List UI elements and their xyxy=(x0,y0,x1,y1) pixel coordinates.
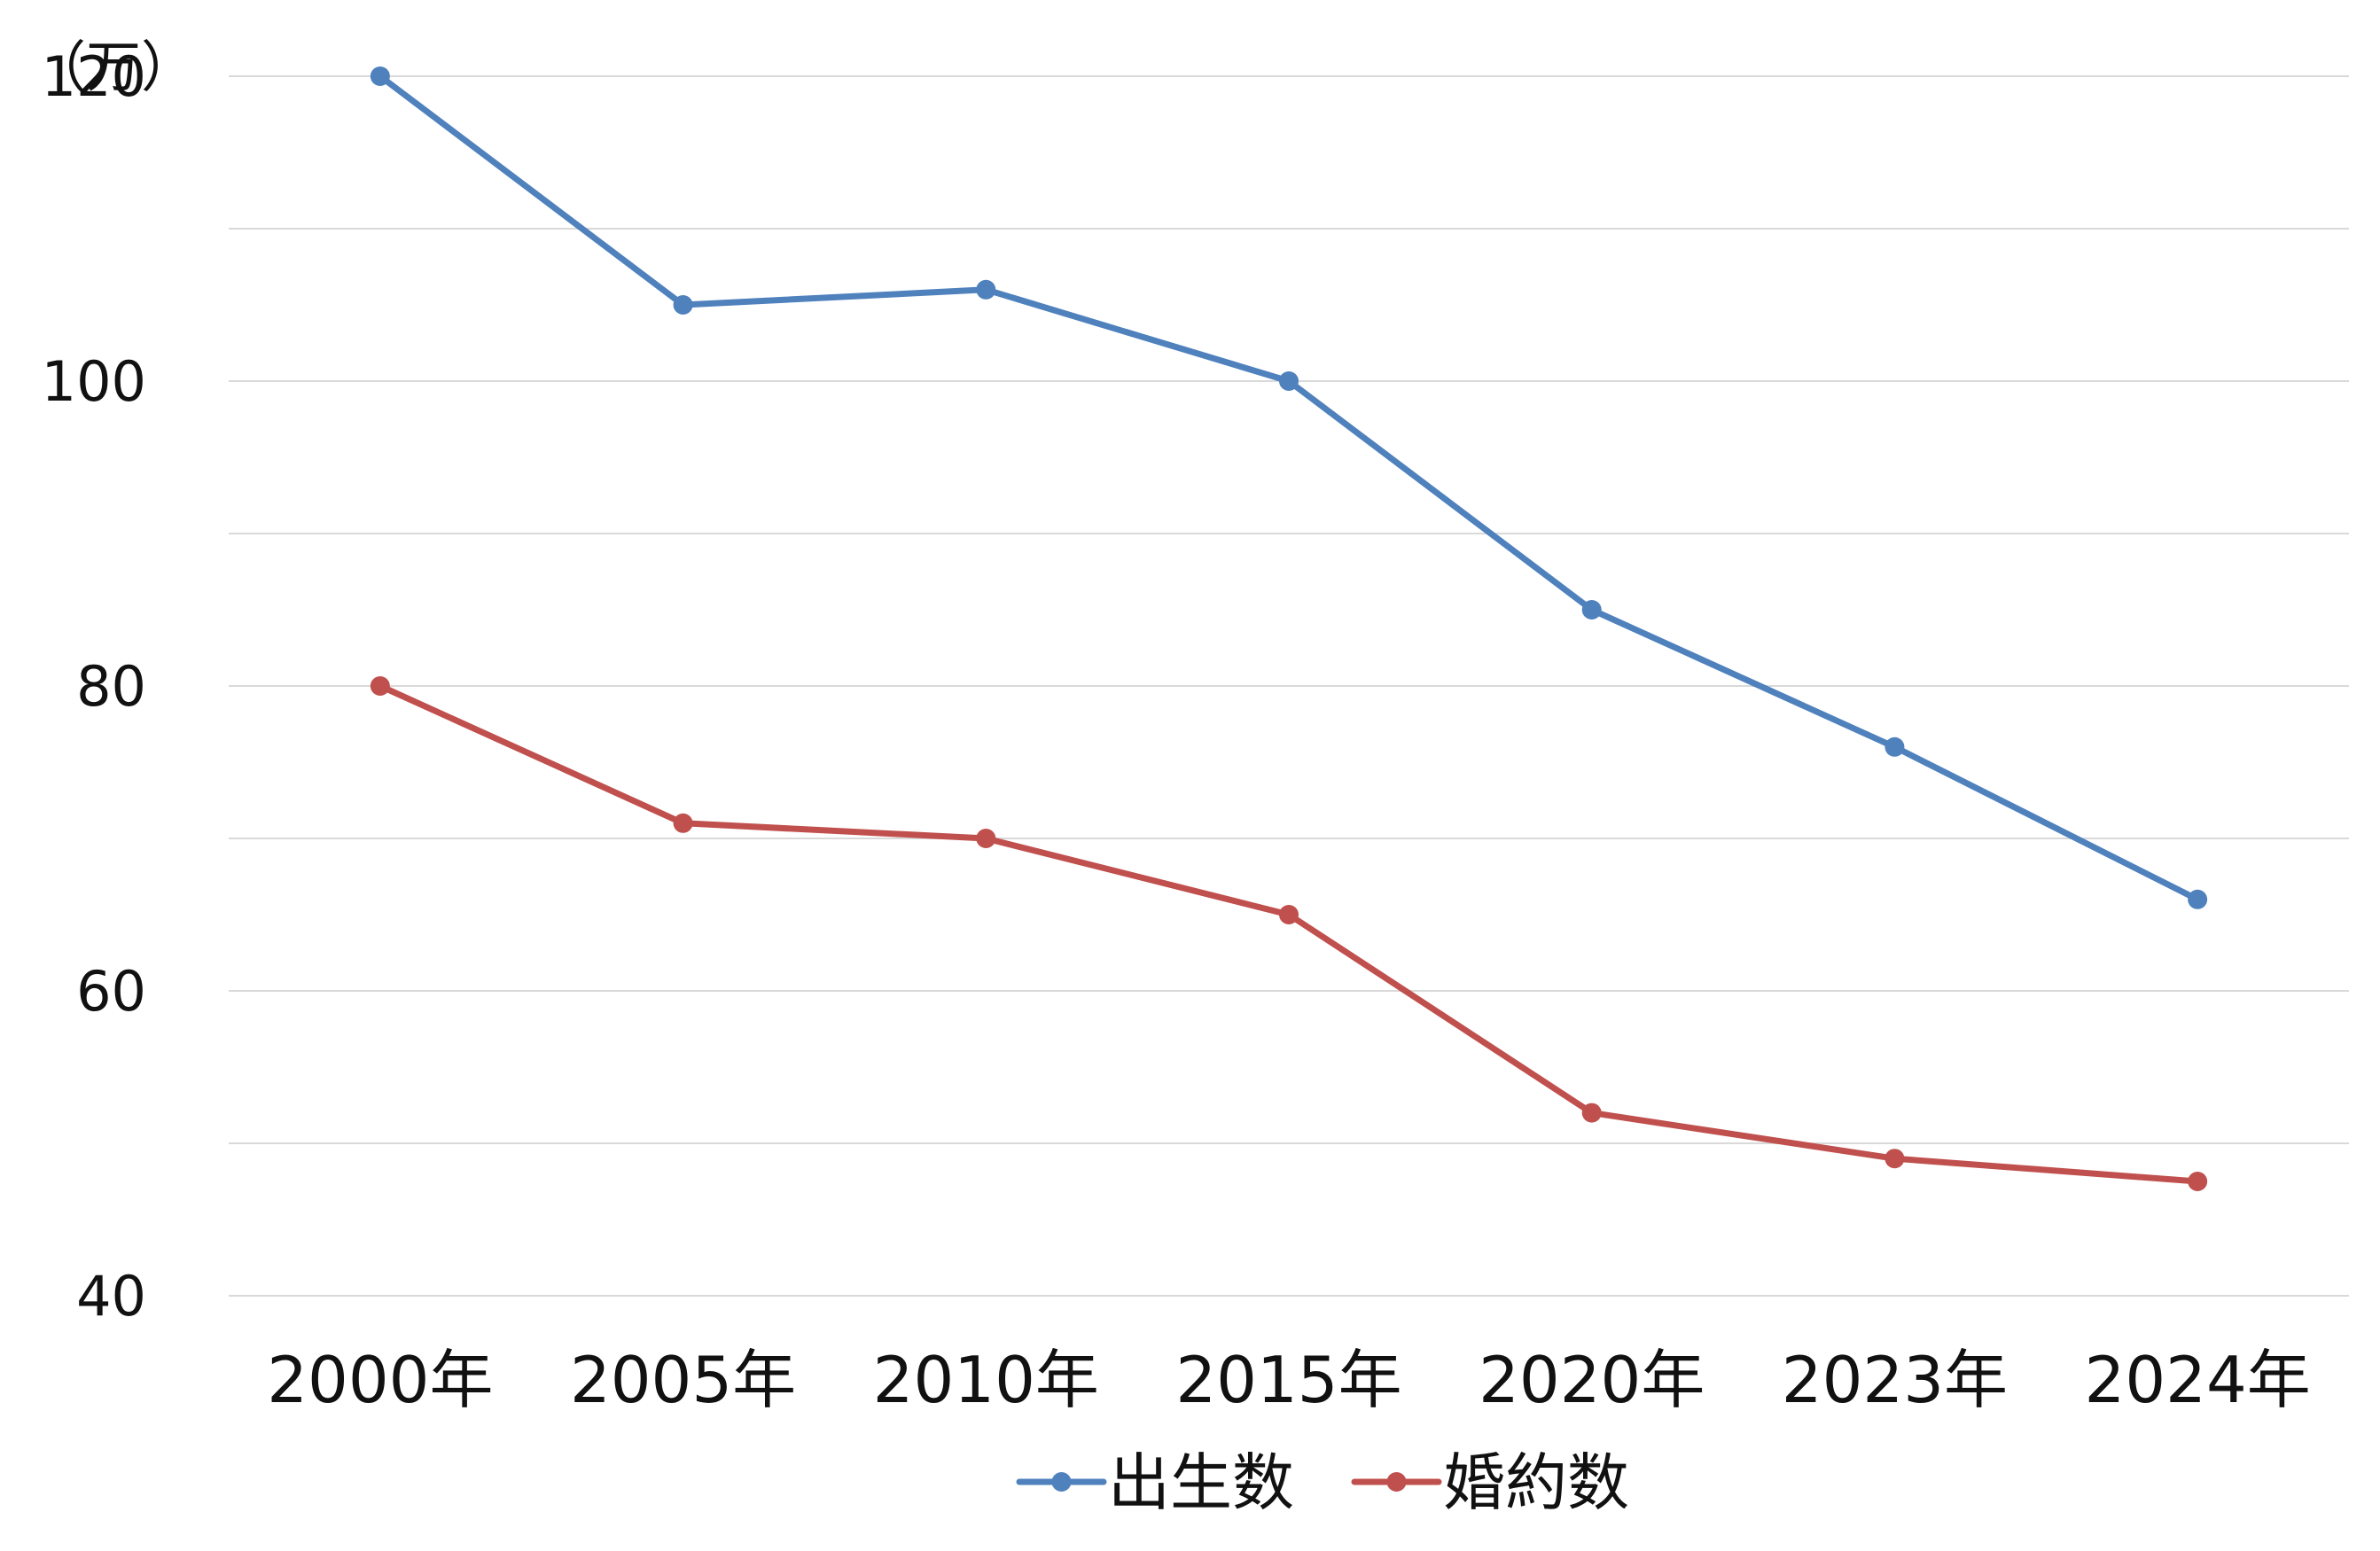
legend: 出生数 婚約数 xyxy=(1016,1446,1629,1519)
data-point xyxy=(1279,905,1299,924)
series-1 xyxy=(370,676,2208,1191)
data-point xyxy=(370,66,390,86)
legend-label: 出生数 xyxy=(1108,1446,1294,1519)
x-tick-label: 2005年 xyxy=(570,1343,796,1417)
data-point xyxy=(1581,600,1602,620)
data-point xyxy=(673,813,693,833)
x-tick-label: 2015年 xyxy=(1175,1343,1401,1417)
data-point xyxy=(1884,1149,1905,1169)
y-tick-label: 120 xyxy=(42,44,146,109)
legend-item-0: 出生数 xyxy=(1016,1446,1294,1519)
series-line xyxy=(377,73,2201,903)
data-point xyxy=(2188,1172,2208,1191)
data-point xyxy=(976,279,996,300)
gridlines xyxy=(229,75,2349,1297)
legend-swatch-marker xyxy=(1386,1472,1407,1492)
y-axis-tick-labels: 40 60 80 100 120 xyxy=(42,44,146,1329)
data-point xyxy=(1581,1103,1602,1123)
data-point xyxy=(1279,371,1299,391)
data-point xyxy=(673,295,693,315)
y-tick-label: 80 xyxy=(76,654,146,719)
series-0 xyxy=(370,66,2208,909)
x-tick-label: 2020年 xyxy=(1479,1343,1705,1417)
y-tick-label: 40 xyxy=(76,1264,146,1329)
y-axis-unit-label: （万） xyxy=(31,35,196,99)
legend-swatch-marker xyxy=(1051,1472,1072,1492)
legend-item-1: 婚約数 xyxy=(1351,1446,1629,1519)
series xyxy=(370,66,2208,1191)
data-point xyxy=(1884,737,1905,757)
y-tick-label: 100 xyxy=(42,349,146,414)
x-tick-label: 2024年 xyxy=(2085,1343,2311,1417)
data-point xyxy=(2188,889,2208,909)
x-axis-tick-labels: 2000年 2005年 2010年 2015年 2020年 2023年 2024年 xyxy=(267,1343,2311,1417)
x-tick-label: 2023年 xyxy=(1782,1343,2008,1417)
x-tick-label: 2000年 xyxy=(267,1343,493,1417)
legend-label: 婚約数 xyxy=(1443,1446,1629,1519)
y-tick-label: 60 xyxy=(76,959,146,1024)
x-tick-label: 2010年 xyxy=(873,1343,1099,1417)
data-point xyxy=(976,829,996,848)
data-point xyxy=(370,676,390,696)
